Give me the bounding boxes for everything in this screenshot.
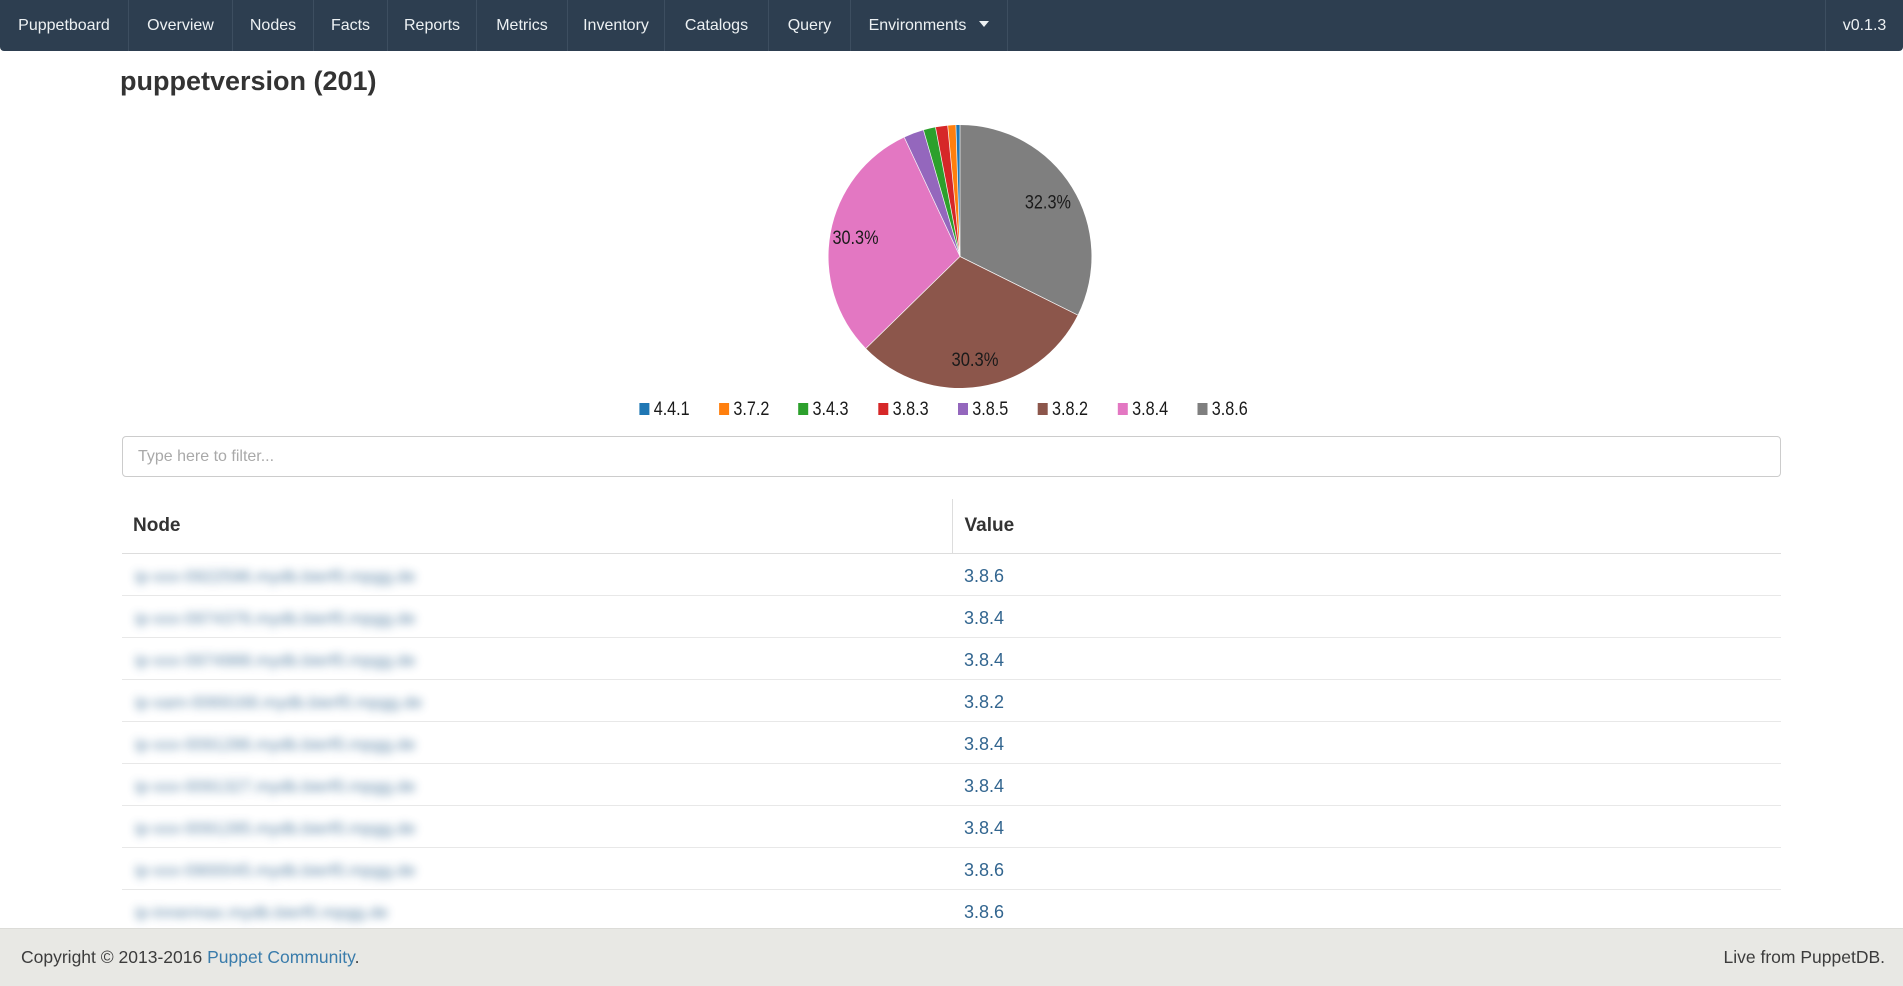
svg-text:3.8.3: 3.8.3 [893,399,929,420]
svg-text:3.8.4: 3.8.4 [1132,399,1168,420]
svg-text:4.4.1: 4.4.1 [654,399,690,420]
svg-text:3.4.3: 3.4.3 [813,399,849,420]
svg-text:3.8.6: 3.8.6 [1212,399,1248,420]
svg-text:30.3%: 30.3% [833,228,879,249]
svg-text:3.7.2: 3.7.2 [733,399,769,420]
svg-text:32.3%: 32.3% [1025,192,1071,213]
svg-text:3.8.5: 3.8.5 [972,399,1008,420]
svg-text:30.3%: 30.3% [952,350,999,371]
svg-text:3.8.2: 3.8.2 [1052,399,1088,420]
